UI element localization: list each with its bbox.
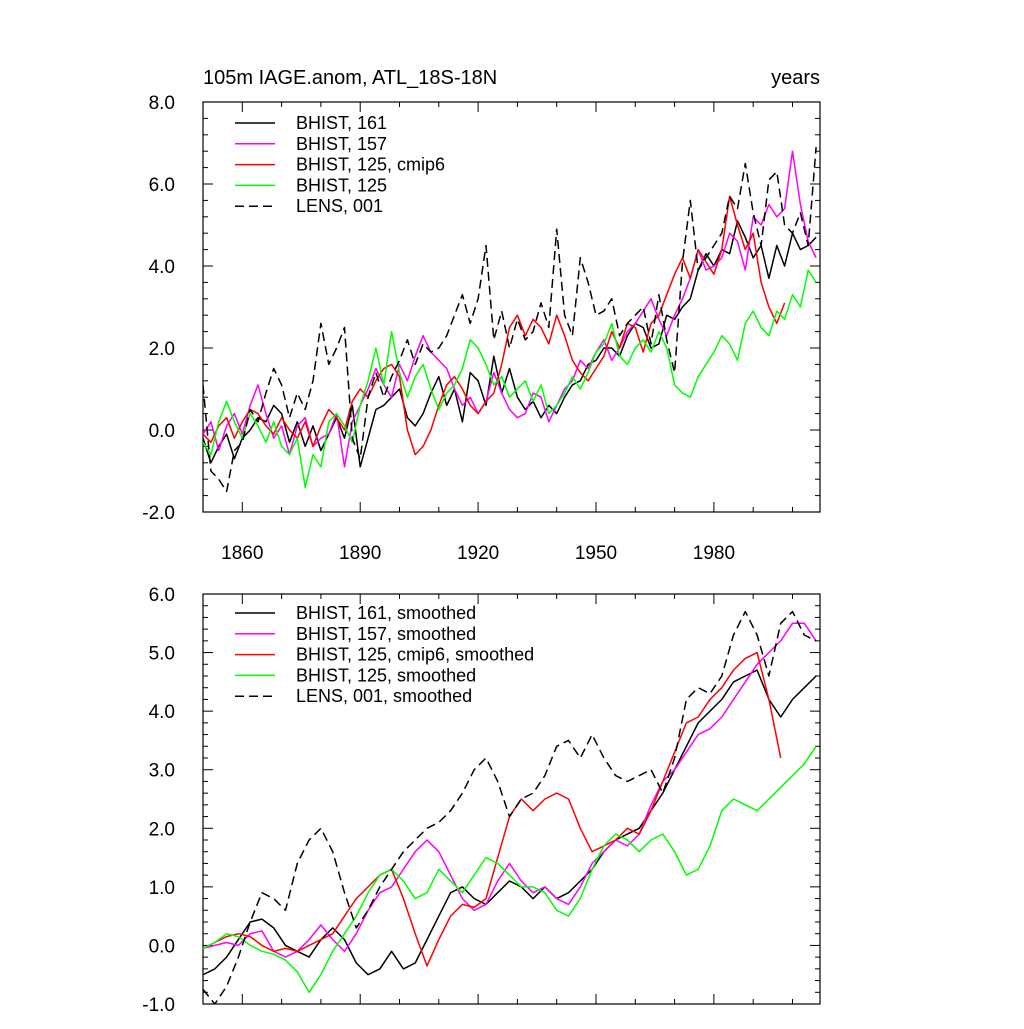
bottom-y-tick-label: 5.0 [149, 644, 175, 665]
top-legend-label-2: BHIST, 157 [296, 134, 387, 154]
top-x-tick-label: 1860 [221, 543, 263, 564]
bottom-plot-frame [202, 593, 821, 1005]
bottom-y-tick-label: 1.0 [149, 878, 175, 899]
top-series-line-3 [203, 195, 786, 456]
top-series-group [203, 147, 817, 493]
top-series-line-4 [203, 269, 817, 489]
top-x-tick-label: 1890 [339, 543, 381, 564]
bottom-series-line-5 [203, 610, 817, 1004]
top-panel-title: 105m IAGE.anom, ATL_18S-18N [203, 67, 497, 89]
top-legend-label-1: BHIST, 161 [296, 113, 387, 133]
bottom-series-line-3 [203, 651, 782, 967]
bottom-legend-label-1: BHIST, 161, smoothed [296, 603, 476, 623]
bottom-series-line-4 [203, 745, 817, 994]
bottom-y-tick-label: 4.0 [149, 702, 175, 723]
bottom-y-tick-label: 0.0 [149, 936, 175, 957]
bottom-y-tick-label: 6.0 [149, 585, 175, 606]
top-series-line-5 [203, 147, 817, 493]
bottom-legend-label-3: BHIST, 125, cmip6, smoothed [296, 645, 534, 665]
top-series-line-1 [203, 220, 817, 468]
bottom-y-tick-label: 2.0 [149, 819, 175, 840]
bottom-legend-label-4: BHIST, 125, smoothed [296, 665, 476, 685]
top-x-tick-label: 1920 [457, 543, 499, 564]
top-panel-units: years [771, 67, 820, 89]
top-legend-label-5: LENS, 001 [296, 196, 383, 216]
top-x-tick-label: 1950 [575, 543, 617, 564]
top-y-tick-label: 2.0 [149, 339, 175, 360]
top-plot-frame [202, 101, 821, 513]
top-y-tick-label: 4.0 [149, 257, 175, 278]
bottom-y-tick-label: -1.0 [142, 995, 175, 1016]
top-legend-label-4: BHIST, 125 [296, 175, 387, 195]
bottom-series-line-1 [203, 669, 817, 976]
bottom-y-tick-label: 3.0 [149, 761, 175, 782]
top-panel: 105m IAGE.anom, ATL_18S-18N years -2.0 0.… [142, 67, 821, 564]
top-y-tick-label: 8.0 [149, 93, 175, 114]
bottom-series-line-2 [203, 622, 817, 958]
bottom-legend-label-2: BHIST, 157, smoothed [296, 624, 476, 644]
top-y-tick-label: -2.0 [142, 503, 175, 524]
top-y-tick-label: 0.0 [149, 421, 175, 442]
bottom-panel: -1.0 0.0 1.0 2.0 3.0 4.0 5.0 6.0 BHIST, 161, smo… [142, 585, 821, 1016]
top-x-tick-label: 1980 [693, 543, 735, 564]
top-y-tick-label: 6.0 [149, 175, 175, 196]
bottom-legend-label-5: LENS, 001, smoothed [296, 686, 472, 706]
top-series-line-2 [203, 150, 817, 468]
bottom-series-group [203, 610, 817, 1004]
top-legend-label-3: BHIST, 125, cmip6 [296, 155, 445, 175]
